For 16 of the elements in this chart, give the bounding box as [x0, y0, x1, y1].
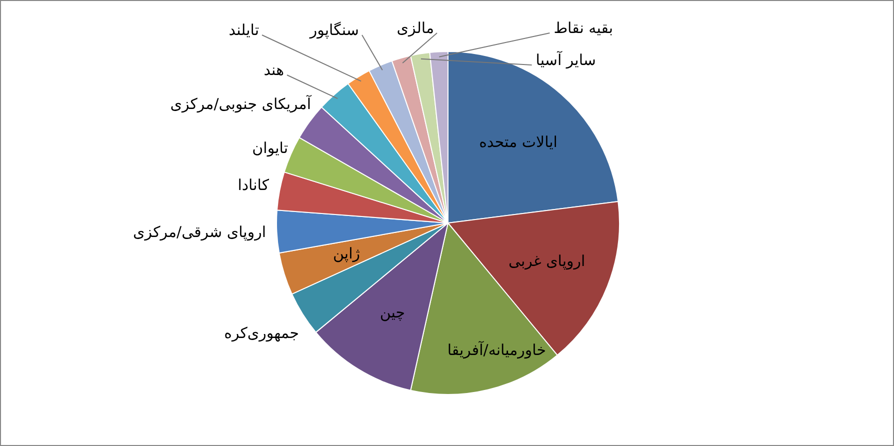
slice-label: چین: [380, 304, 406, 322]
slice-label: بقیه نقاط: [554, 18, 613, 37]
slice-label: مالزی: [396, 18, 434, 37]
slice-label: اروپای غربی: [508, 252, 586, 270]
slice-label: آمریکای جنوبی/مرکزی: [170, 94, 312, 113]
slice-label: سایر آسیا: [536, 50, 596, 69]
slice-label: خاورمیانه/آفریقا: [447, 340, 546, 359]
slice-label: کانادا: [238, 176, 270, 194]
slice-label: ایالات متحده: [479, 133, 558, 152]
slice-label: ژاپن: [332, 244, 360, 262]
slice-label: تایلند: [228, 20, 259, 39]
slice-label: جمهوری‌کره: [224, 324, 299, 342]
slice-label: اروپای شرقی/مرکزی: [133, 222, 266, 241]
slice-label: هند: [264, 60, 284, 79]
slice-label: تایوان: [252, 138, 288, 157]
slice-label: سنگاپور: [308, 20, 359, 39]
